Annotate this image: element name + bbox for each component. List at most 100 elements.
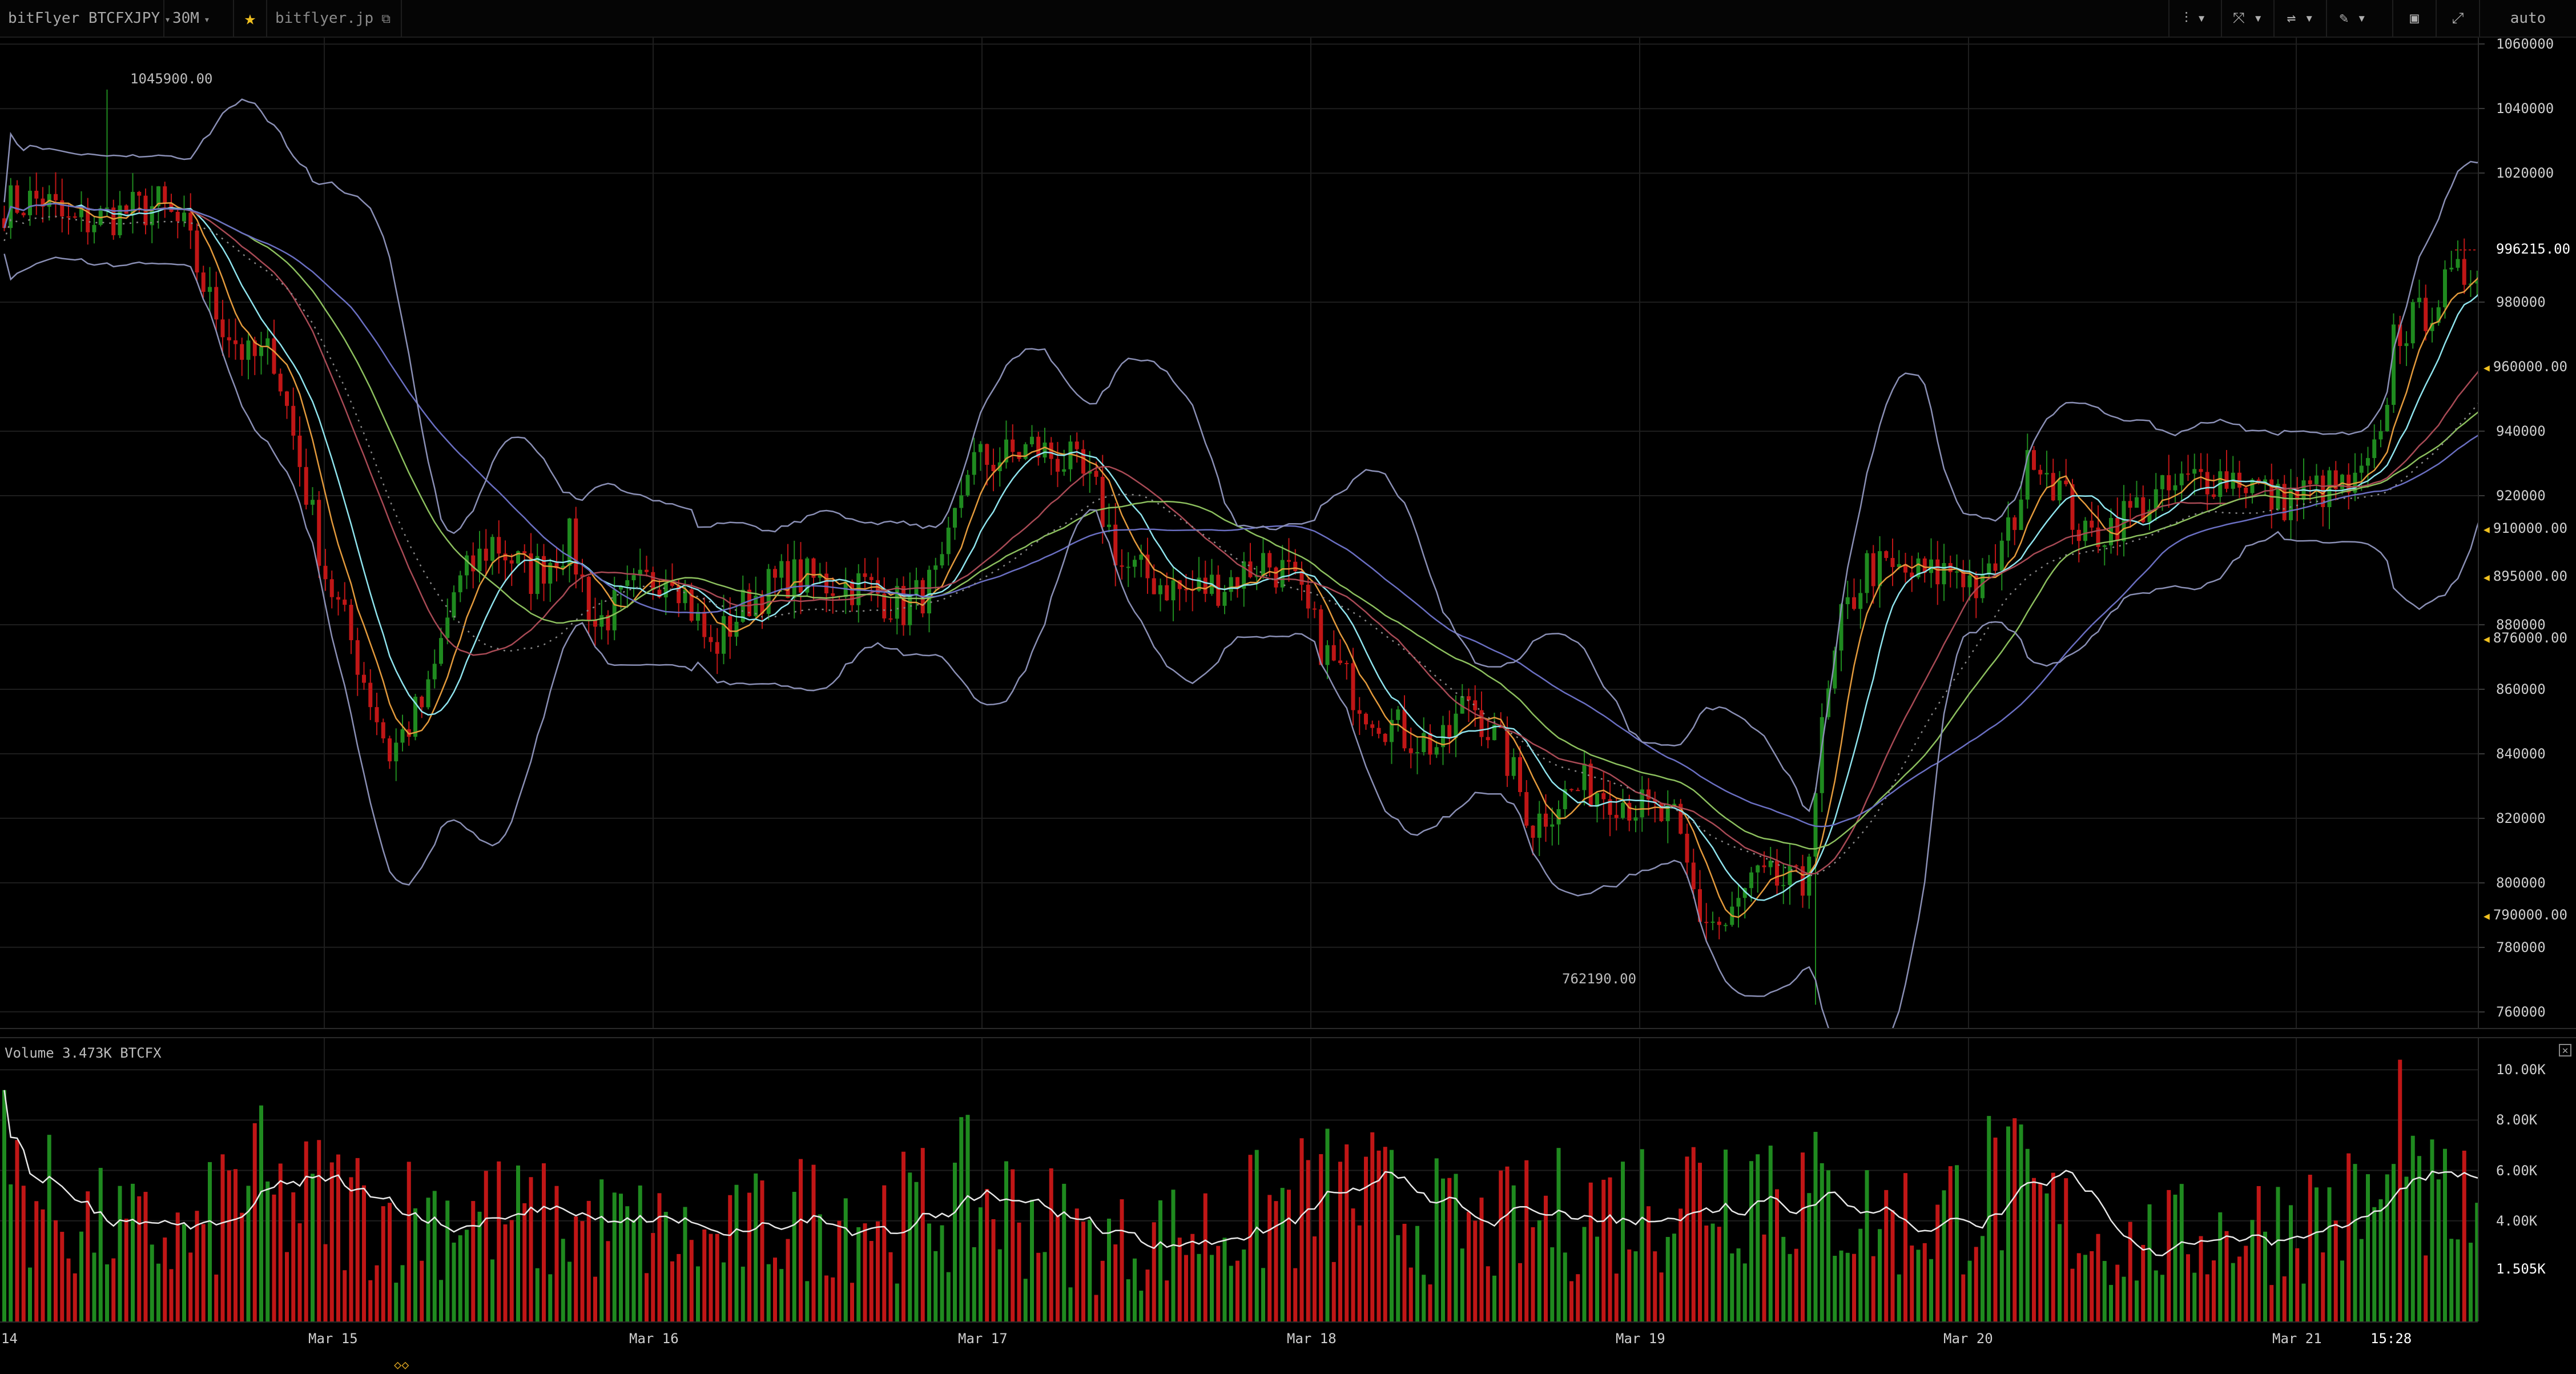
- volume-bar: [1505, 1166, 1510, 1321]
- candle-body: [2212, 494, 2216, 497]
- fullscreen-icon[interactable]: ⤢: [2436, 0, 2479, 37]
- candle-body: [471, 555, 476, 572]
- site-label: bitflyer.jp: [275, 10, 374, 27]
- volume-bar: [779, 1269, 784, 1321]
- candle-body: [1948, 563, 1953, 572]
- indicators-icon[interactable]: ⤧ ▾: [2221, 0, 2273, 37]
- volume-bar: [1550, 1247, 1555, 1321]
- scroll-handle-icon[interactable]: ◇◇: [394, 1358, 409, 1372]
- volume-bar: [722, 1262, 726, 1321]
- volume-axis[interactable]: 10.00K 8.00K 6.00K 4.00K 1.505K: [2478, 1038, 2576, 1321]
- candle-body: [131, 191, 135, 214]
- volume-label: 10.00K: [2496, 1062, 2546, 1078]
- volume-label: 4.00K: [2496, 1212, 2538, 1229]
- candle-body: [1011, 439, 1015, 452]
- volume-bar: [323, 1244, 328, 1321]
- volume-bar: [663, 1212, 668, 1321]
- volume-bar: [1081, 1222, 1085, 1321]
- interval-label: 30M: [172, 10, 199, 27]
- candle-body: [567, 518, 571, 566]
- price-tick: [2479, 495, 2485, 497]
- candle-body: [1299, 571, 1304, 585]
- candle-body: [2006, 517, 2010, 541]
- candle-body: [2083, 520, 2087, 541]
- candle-body: [709, 637, 713, 642]
- candle-body: [1216, 574, 1221, 606]
- candle-body: [124, 205, 128, 214]
- candle-body: [754, 596, 758, 616]
- site-link[interactable]: bitflyer.jp ⧉: [267, 0, 402, 37]
- candle-body: [554, 563, 559, 569]
- volume-bar: [349, 1177, 353, 1321]
- candle-body: [240, 344, 244, 360]
- candles-icon[interactable]: ⫶ ▾: [2168, 0, 2221, 37]
- volume-bar: [1948, 1166, 1953, 1321]
- pane-divider[interactable]: [0, 1028, 2576, 1038]
- volume-bar: [1133, 1258, 1137, 1321]
- compare-icon[interactable]: ⇌ ▾: [2273, 0, 2326, 37]
- candle-body: [702, 612, 707, 637]
- volume-chart[interactable]: [0, 1038, 2478, 1321]
- volume-bar: [1197, 1254, 1201, 1321]
- candle-body: [901, 586, 905, 625]
- marker-label: 876000.00: [2493, 629, 2567, 646]
- scale-mode-button[interactable]: auto: [2479, 0, 2576, 37]
- marker-arrow-icon: ◀: [2484, 633, 2490, 645]
- candle-body: [1544, 813, 1548, 827]
- volume-bar: [2333, 1220, 2338, 1321]
- price-axis[interactable]: 1060000 1040000 1020000 980000 940000 920000 8…: [2478, 36, 2576, 1028]
- candle-body: [1479, 710, 1484, 737]
- candle-body: [214, 287, 219, 320]
- alert-marker[interactable]: ◀ 790000.00: [2484, 907, 2567, 923]
- time-label: Mar 15: [308, 1331, 358, 1347]
- candle-body: [188, 212, 193, 231]
- candle-body: [612, 589, 617, 630]
- volume-bar: [1768, 1146, 1773, 1321]
- time-axis[interactable]: [0, 1321, 2478, 1374]
- volume-bar: [1216, 1246, 1221, 1321]
- volume-bar: [638, 1185, 642, 1321]
- volume-bar: [2032, 1178, 2036, 1321]
- volume-bar: [747, 1192, 751, 1321]
- candle-body: [1679, 803, 1683, 834]
- alert-marker[interactable]: ◀ 960000.00: [2484, 359, 2567, 375]
- candle-body: [2160, 475, 2164, 489]
- alert-marker[interactable]: ◀ 910000.00: [2484, 520, 2567, 536]
- draw-icon[interactable]: ✎ ▾: [2326, 0, 2378, 37]
- volume-bar: [2469, 1243, 2473, 1321]
- volume-bar: [670, 1261, 674, 1321]
- volume-bar: [908, 1172, 912, 1321]
- volume-bar: [169, 1269, 174, 1321]
- candle-body: [1396, 709, 1400, 720]
- alert-marker[interactable]: ◀ 876000.00: [2484, 630, 2567, 646]
- candle-body: [400, 729, 405, 743]
- candle-body: [86, 207, 90, 232]
- volume-bar: [786, 1239, 790, 1321]
- interval-selector[interactable]: 30M ▾: [164, 0, 234, 37]
- volume-bar: [1756, 1154, 1760, 1321]
- alert-marker[interactable]: ◀ 895000.00: [2484, 568, 2567, 584]
- close-icon[interactable]: ✕: [2559, 1044, 2571, 1056]
- volume-bar: [2199, 1236, 2203, 1321]
- candle-body: [1422, 733, 1426, 753]
- bollinger-lower-line: [3, 254, 2478, 1028]
- volume-bar: [843, 1198, 848, 1321]
- candle-body: [696, 612, 700, 621]
- candle-body: [1441, 725, 1445, 748]
- price-chart[interactable]: [0, 38, 2478, 1028]
- candle-body: [1248, 561, 1253, 577]
- volume-bar: [1685, 1156, 1689, 1321]
- marker-label: 895000.00: [2493, 568, 2567, 585]
- symbol-selector[interactable]: bitFlyer BTCFXJPY ▾: [0, 0, 171, 37]
- candle-body: [252, 340, 257, 356]
- volume-legend-label: Volume: [5, 1045, 54, 1061]
- volume-bar: [2025, 1148, 2030, 1321]
- candle-body: [1788, 865, 1792, 885]
- volume-bar: [1447, 1178, 1452, 1321]
- volume-bar: [920, 1148, 925, 1321]
- volume-bar: [477, 1211, 482, 1321]
- volume-bar: [1100, 1260, 1105, 1321]
- star-icon[interactable]: ★: [234, 0, 267, 37]
- snapshot-icon[interactable]: ▣: [2392, 0, 2436, 37]
- volume-bar: [645, 1273, 649, 1321]
